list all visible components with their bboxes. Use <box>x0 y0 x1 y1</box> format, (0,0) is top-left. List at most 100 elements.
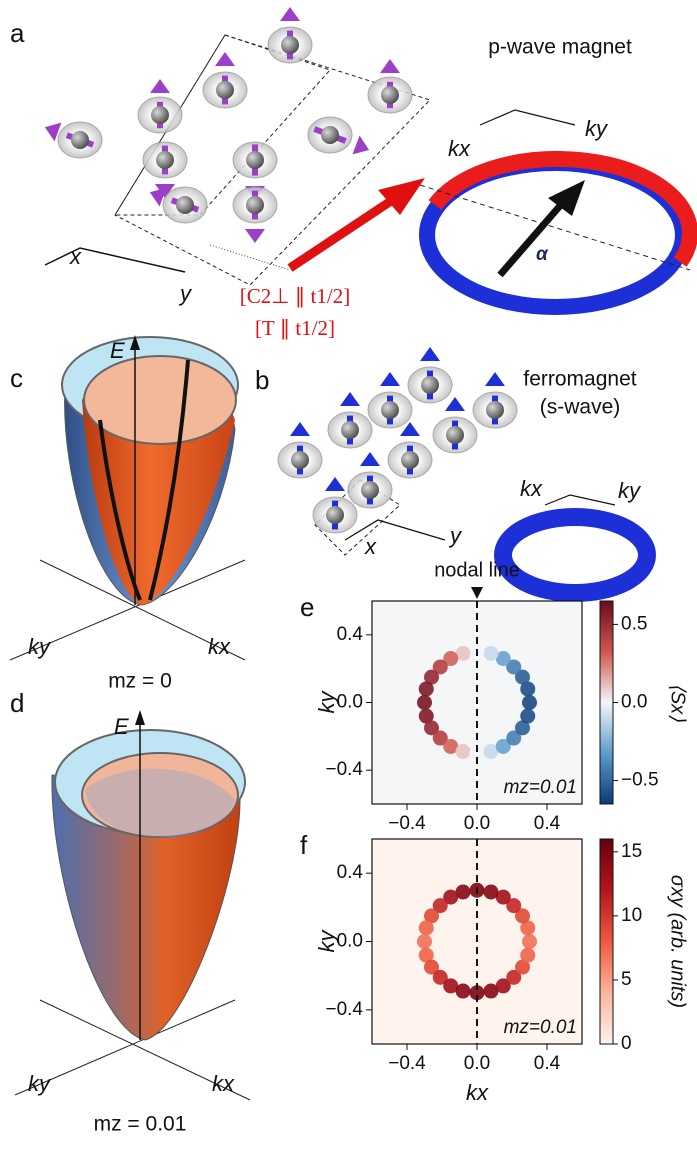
atom <box>151 106 169 124</box>
symmetry-arrow <box>290 195 400 268</box>
heat-cell <box>520 948 535 963</box>
spin-lattice <box>45 7 412 243</box>
spin-head <box>485 372 505 386</box>
x-tick-label: 0.4 <box>534 813 561 834</box>
heat-cell <box>419 920 434 935</box>
atom <box>321 126 339 144</box>
atom <box>341 421 359 439</box>
axis-label: ky <box>28 634 52 659</box>
axis-label: ky <box>28 1071 52 1096</box>
y-tick-label: −0.4 <box>325 999 363 1020</box>
y-axis-label: ky <box>314 690 339 714</box>
axis-label: y <box>178 281 193 306</box>
atom <box>246 196 264 214</box>
colorbar-label: σxy (arb. units) <box>667 875 689 1008</box>
spin-head <box>325 477 345 491</box>
nodal-marker <box>471 587 483 599</box>
axes-k <box>545 495 615 505</box>
x-tick-label: 0.0 <box>464 1053 490 1074</box>
x-axis-label: kx <box>466 1080 489 1105</box>
spin-head <box>445 397 465 411</box>
top-label: nodal line <box>434 559 520 581</box>
atom <box>381 86 399 104</box>
y-tick-label: 0.4 <box>337 624 364 645</box>
heat-cell <box>417 934 432 949</box>
panel-label: f <box>300 830 308 860</box>
colorbar-tick-label: 15 <box>621 841 642 862</box>
caption: mz = 0 <box>108 670 172 693</box>
panel-title: p-wave magnet <box>488 36 632 59</box>
axis-label: x <box>364 534 377 559</box>
spin-head <box>360 452 380 466</box>
colorbar-tick-label: −0.5 <box>621 770 659 791</box>
axis-label: x <box>69 244 82 269</box>
spin-head <box>215 52 235 66</box>
axis-label: E <box>110 338 125 363</box>
energy-axis-head <box>135 710 145 725</box>
heat-cell <box>522 934 537 949</box>
y-tick-label: −0.4 <box>325 759 363 780</box>
atom <box>71 131 89 149</box>
x-tick-label: 0.0 <box>464 813 490 834</box>
heat-cell <box>456 984 471 999</box>
atom <box>246 151 264 169</box>
atom <box>486 401 504 419</box>
panel-title: ferromagnet <box>523 368 636 391</box>
spin-head <box>340 392 360 406</box>
spin-ring <box>435 159 690 262</box>
colorbar-tick-label: 0 <box>621 1033 632 1054</box>
panel-label: d <box>10 688 24 718</box>
atom <box>156 151 174 169</box>
panel-label: a <box>10 18 25 48</box>
symmetry-label: [T ∥ t1/2] <box>255 316 335 340</box>
caption: mz = 0.01 <box>94 1113 187 1136</box>
spin-head <box>420 347 440 361</box>
axis-label: ky <box>618 478 642 503</box>
axis-label: kx <box>448 136 471 161</box>
symmetry-label: [C2⊥ ∥ t1/2] <box>240 284 350 308</box>
heat-cell <box>419 681 434 696</box>
axis-label: kx <box>208 634 231 659</box>
heat-cell <box>522 695 537 710</box>
x-tick-label: 0.4 <box>534 1053 561 1074</box>
atom <box>176 196 194 214</box>
alpha-label: α <box>536 244 549 265</box>
band-rim <box>84 356 236 444</box>
colorbar-tick-label: 5 <box>621 969 632 990</box>
spin-head <box>280 7 300 21</box>
atom <box>381 401 399 419</box>
heat-cell <box>520 709 535 724</box>
panel-subtitle: (s-wave) <box>540 396 621 419</box>
atom <box>446 426 464 444</box>
spin-head <box>380 59 400 73</box>
axis-label: E <box>114 714 129 739</box>
panel-label: c <box>10 363 23 393</box>
spin-head <box>150 79 170 93</box>
axis-label: kx <box>520 476 543 501</box>
axis-label: kx <box>212 1071 235 1096</box>
atom <box>291 451 309 469</box>
panel-label: b <box>255 365 269 395</box>
atom <box>361 481 379 499</box>
y-tick-label: 0.4 <box>337 862 364 883</box>
heat-cell <box>484 646 499 661</box>
x-tick-label: −0.4 <box>388 1053 426 1074</box>
heat-cell <box>417 695 432 710</box>
annotation: mz=0.01 <box>504 1017 577 1038</box>
page: { "figure": { "a": { "panel_label": "a",… <box>0 0 697 1165</box>
colorbar-label: ⟨Sx⟩ <box>667 683 689 722</box>
figure: a p-wave magnet [C2⊥ ∥ t1/2] [T ∥ t1/2] … <box>0 0 697 1165</box>
y-tick-label: 0.0 <box>337 931 363 952</box>
heat-cell <box>484 884 499 899</box>
spin-head <box>352 136 369 155</box>
spin-head <box>380 372 400 386</box>
colorbar-tick-label: 10 <box>621 905 642 926</box>
atom <box>281 36 299 54</box>
spin-head <box>290 422 310 436</box>
atom <box>216 81 234 99</box>
colorbar-tick-label: 0.0 <box>621 692 647 713</box>
axes-xy <box>345 520 445 540</box>
colorbar <box>600 601 613 804</box>
guide-line <box>210 245 290 270</box>
y-axis-label: ky <box>314 929 339 953</box>
